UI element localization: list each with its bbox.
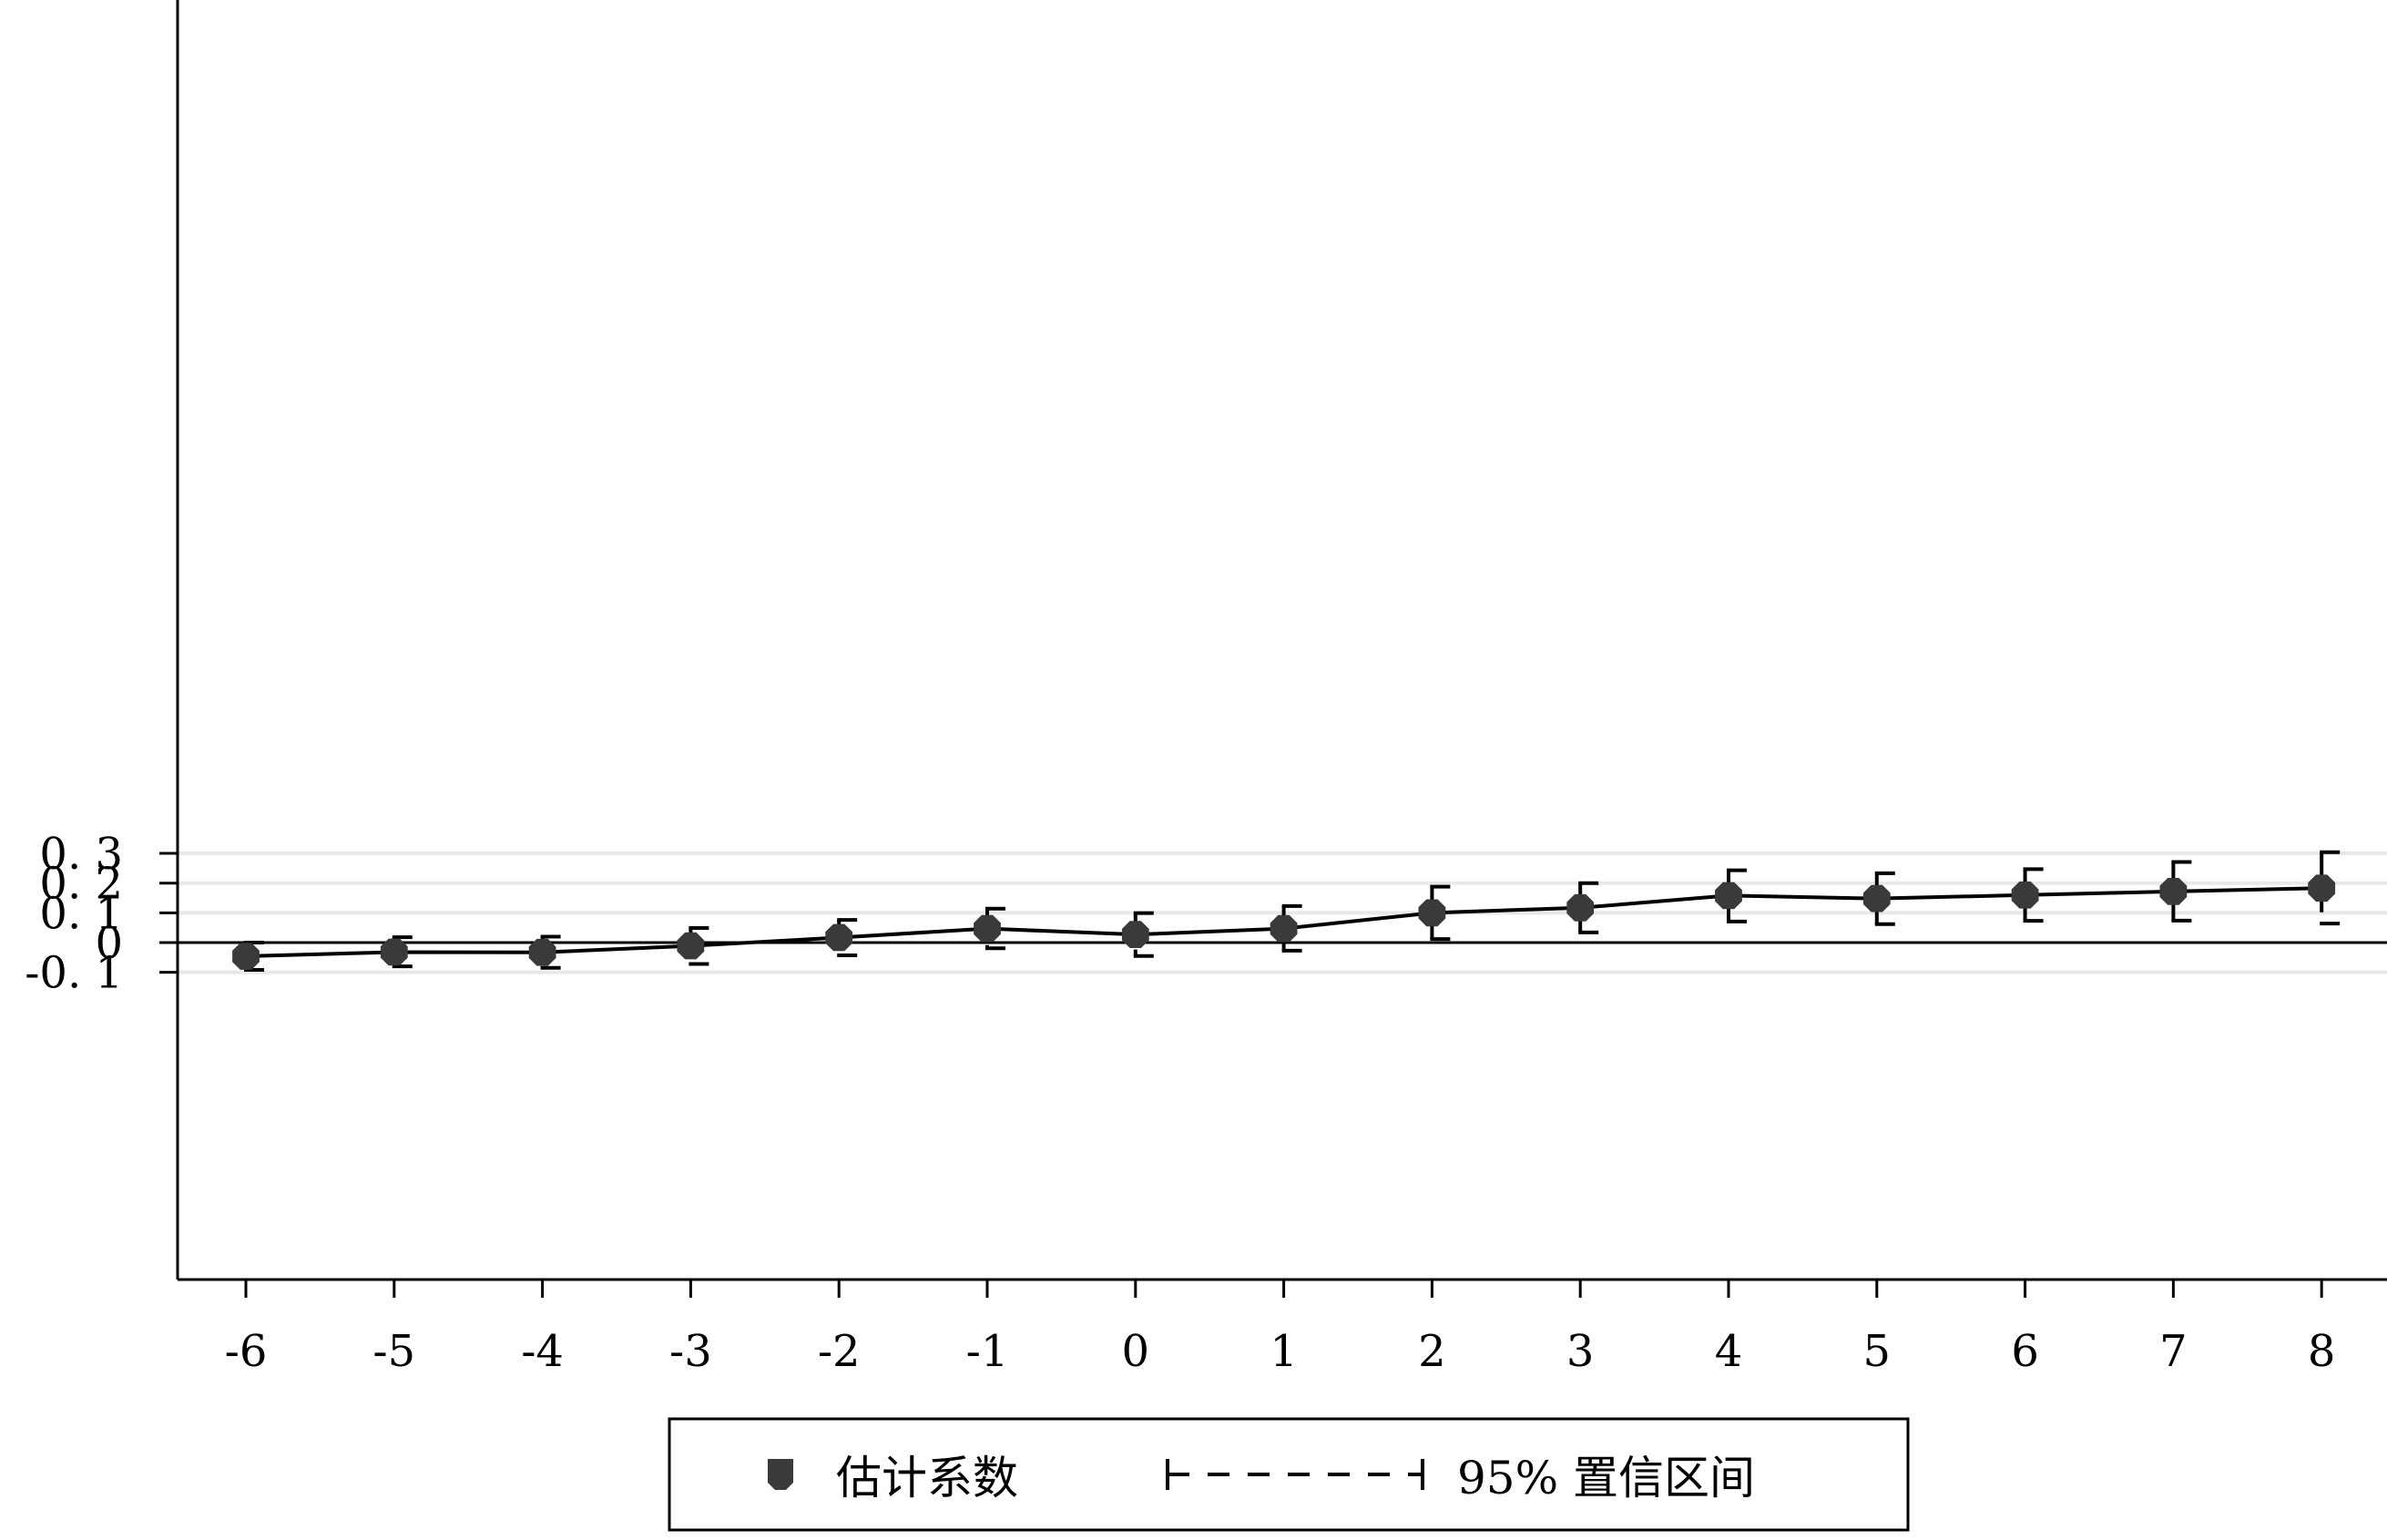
coefficient-point [1121, 921, 1149, 948]
coefficient-point [528, 938, 556, 966]
ci-bar [1874, 871, 1895, 926]
x-tick-label: -3 [669, 1326, 712, 1377]
coefficient-point [1715, 882, 1742, 910]
x-tick-label: -4 [521, 1326, 564, 1377]
ci-bar [2320, 850, 2341, 926]
ci-bar [1578, 881, 1599, 934]
coefficient-point [2308, 874, 2336, 903]
x-tick-label: -5 [372, 1326, 415, 1377]
x-tick-label: 4 [1715, 1326, 1743, 1377]
legend-ci-icon [1166, 1459, 1424, 1490]
x-tick-label: -2 [818, 1326, 861, 1377]
x-tick-label: 2 [1418, 1326, 1446, 1377]
x-tick-label: 0 [1122, 1326, 1150, 1377]
x-tick-label: 5 [1863, 1326, 1892, 1377]
x-tick-label: 8 [2308, 1326, 2336, 1377]
ci-bar [1727, 868, 1747, 923]
legend-marker-icon [768, 1459, 793, 1490]
y-tick-label: 0. 1 [39, 888, 123, 939]
coefficient-point [1418, 899, 1446, 927]
coefficient-point [1862, 884, 1891, 913]
coefficient-point [2159, 878, 2188, 905]
y-tick-label: 0. 3 [39, 829, 123, 880]
coefficient-point [380, 938, 408, 966]
axes: -0. 100. 10. 20. 3-6 -5 -4 -3 -2 -1 0 1 2 3 4 5 6 7 8 [25, 0, 2387, 1377]
coefficient-points [232, 874, 2336, 970]
coefficient-point [1270, 914, 1298, 943]
x-tick-label: -1 [966, 1326, 1009, 1377]
legend-label-ci: 95% 置信区间 [1457, 1452, 1755, 1504]
x-tick-label: -6 [225, 1326, 268, 1377]
coefficient-point [677, 932, 705, 960]
x-tick-label: 6 [2011, 1326, 2039, 1377]
ci-bar [2171, 860, 2192, 923]
x-tick-label: 3 [1566, 1326, 1595, 1377]
coefficient-point [974, 914, 1001, 943]
y-tick-label: -0. 1 [25, 948, 123, 999]
coefficient-point [2011, 881, 2039, 909]
ci-bar [1430, 884, 1451, 942]
legend: 估计系数 95% 置信区间 [668, 1417, 1910, 1532]
coefficient-point [232, 943, 260, 970]
x-tick-label: 1 [1270, 1326, 1298, 1377]
y-tick-label: 0 [95, 918, 123, 969]
coefficient-point [825, 923, 853, 952]
coefficient-point [1566, 893, 1595, 922]
legend-label-coefficient: 估计系数 [836, 1452, 1018, 1504]
ci-bar [2023, 867, 2044, 923]
y-tick-label: 0. 2 [39, 859, 123, 910]
x-tick-label: 7 [2159, 1326, 2188, 1377]
